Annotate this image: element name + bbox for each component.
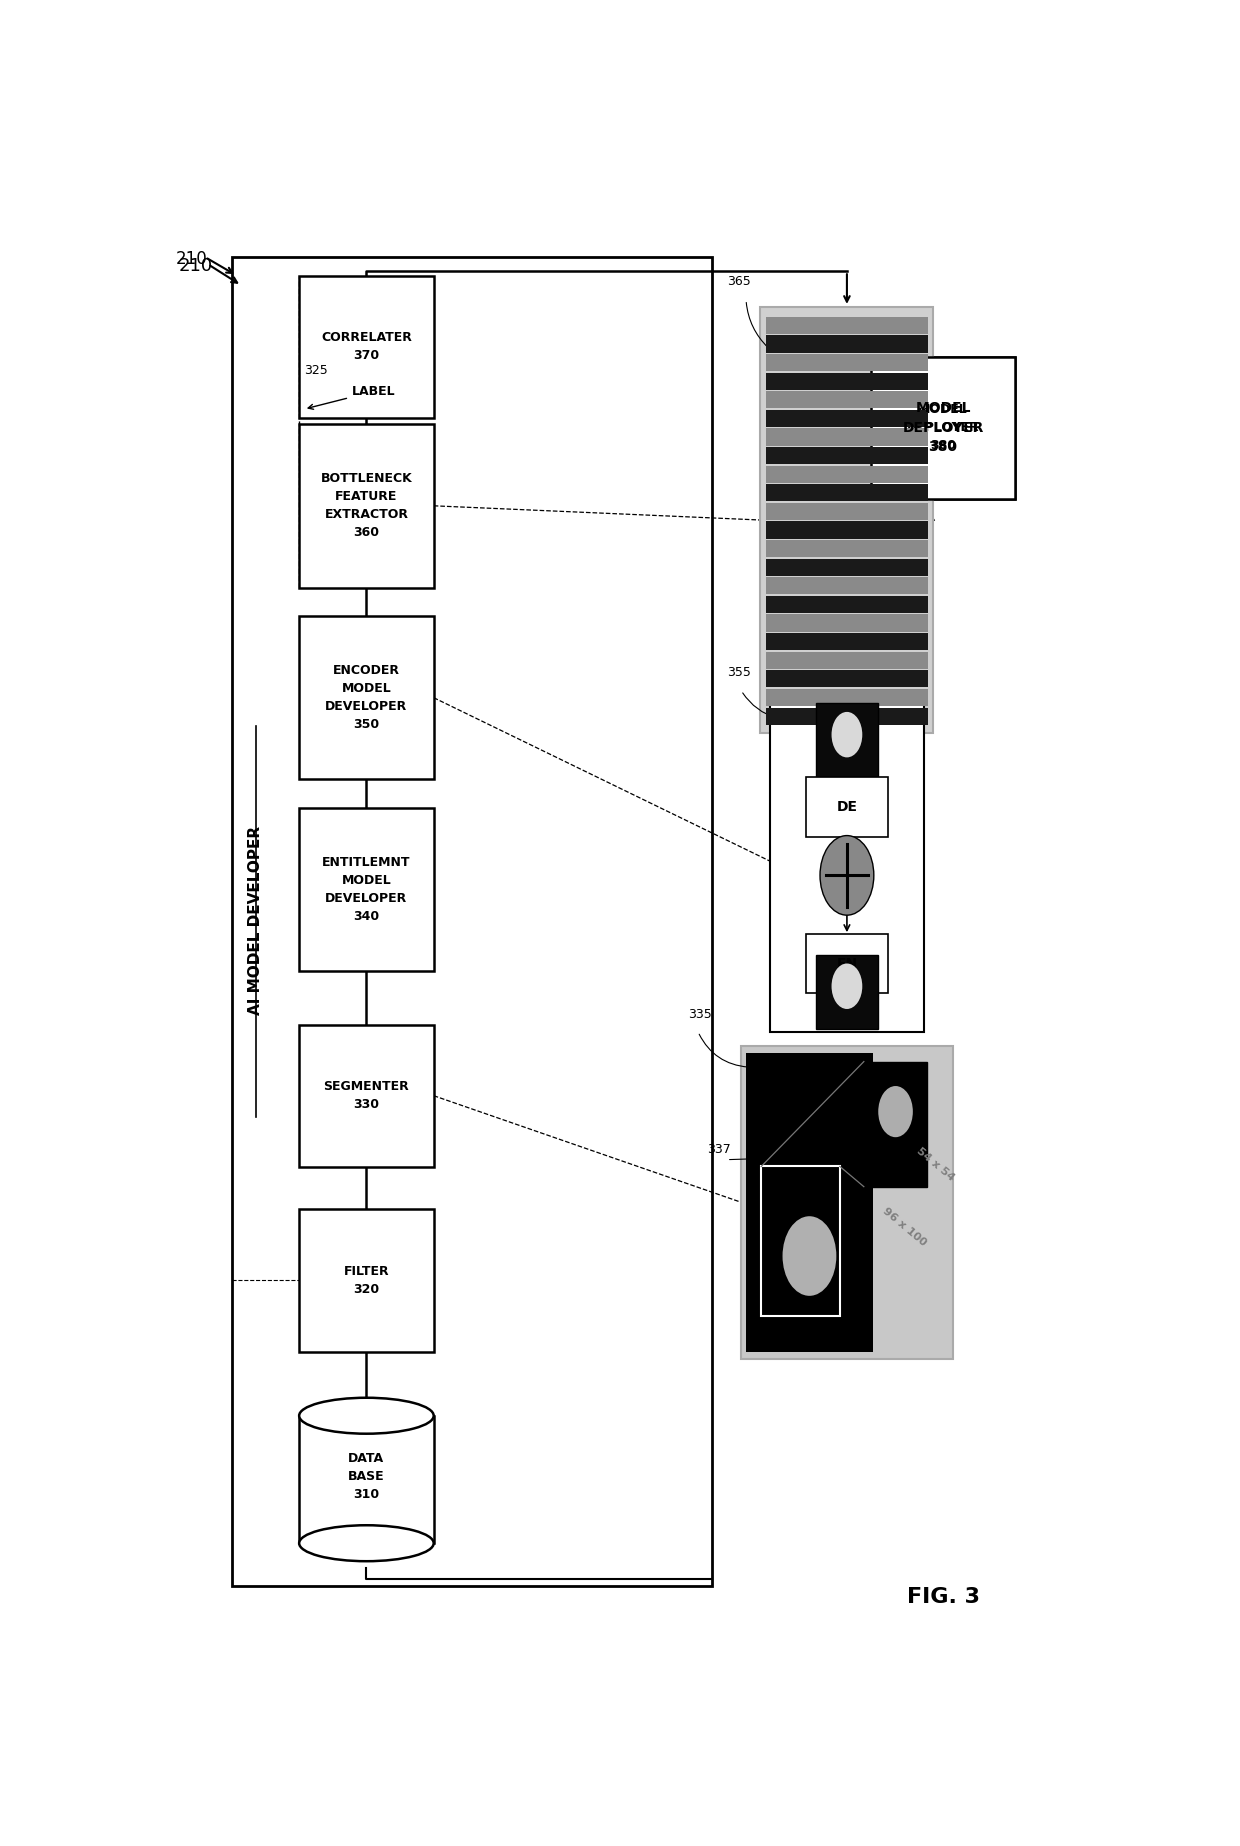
Circle shape	[832, 713, 862, 757]
FancyBboxPatch shape	[299, 617, 434, 779]
FancyBboxPatch shape	[816, 954, 878, 1028]
Text: 96 x 100: 96 x 100	[880, 1205, 928, 1248]
FancyBboxPatch shape	[766, 354, 928, 371]
Text: MODEL
DEPLOYER
380: MODEL DEPLOYER 380	[903, 401, 983, 454]
FancyBboxPatch shape	[299, 809, 434, 971]
FancyBboxPatch shape	[766, 336, 928, 353]
FancyBboxPatch shape	[766, 689, 928, 707]
FancyBboxPatch shape	[766, 484, 928, 502]
Text: EN: EN	[836, 956, 858, 971]
FancyBboxPatch shape	[746, 1052, 873, 1351]
Circle shape	[832, 964, 862, 1010]
Text: 365: 365	[727, 275, 750, 288]
FancyBboxPatch shape	[766, 670, 928, 687]
FancyBboxPatch shape	[870, 356, 1016, 498]
FancyBboxPatch shape	[766, 373, 928, 390]
FancyBboxPatch shape	[766, 521, 928, 539]
FancyBboxPatch shape	[770, 690, 924, 1032]
Text: 335: 335	[688, 1008, 712, 1021]
FancyBboxPatch shape	[766, 465, 928, 484]
Text: DE: DE	[837, 799, 857, 814]
Circle shape	[820, 836, 874, 916]
FancyBboxPatch shape	[864, 1061, 928, 1187]
FancyBboxPatch shape	[766, 541, 928, 557]
FancyBboxPatch shape	[760, 306, 934, 733]
Circle shape	[878, 1085, 913, 1137]
Text: 210: 210	[176, 249, 208, 268]
FancyBboxPatch shape	[766, 410, 928, 426]
Text: 355: 355	[727, 666, 750, 679]
FancyBboxPatch shape	[299, 425, 434, 587]
FancyBboxPatch shape	[766, 502, 928, 521]
Text: ENTITLEMNT
MODEL
DEVELOPER
340: ENTITLEMNT MODEL DEVELOPER 340	[322, 857, 410, 923]
FancyBboxPatch shape	[766, 615, 928, 631]
FancyBboxPatch shape	[766, 318, 928, 334]
FancyBboxPatch shape	[766, 578, 928, 594]
Text: SEGMENTER
330: SEGMENTER 330	[324, 1080, 409, 1111]
Ellipse shape	[299, 1397, 434, 1434]
FancyBboxPatch shape	[299, 1025, 434, 1167]
FancyBboxPatch shape	[766, 596, 928, 613]
FancyBboxPatch shape	[232, 257, 712, 1586]
FancyBboxPatch shape	[766, 428, 928, 445]
FancyBboxPatch shape	[766, 707, 928, 725]
FancyBboxPatch shape	[299, 1416, 434, 1543]
Text: MODEL
DEPLOYER
380: MODEL DEPLOYER 380	[906, 402, 980, 452]
Text: CORRELATER
370: CORRELATER 370	[321, 330, 412, 362]
FancyBboxPatch shape	[766, 652, 928, 668]
Text: 325: 325	[304, 364, 327, 377]
Text: DATA
BASE
310: DATA BASE 310	[348, 1453, 384, 1501]
FancyBboxPatch shape	[766, 559, 928, 576]
Text: 210: 210	[179, 257, 213, 275]
Text: LABEL: LABEL	[309, 386, 396, 410]
FancyBboxPatch shape	[766, 391, 928, 408]
FancyBboxPatch shape	[742, 1047, 952, 1359]
FancyBboxPatch shape	[870, 356, 1016, 498]
Text: 54 x 54: 54 x 54	[915, 1146, 956, 1183]
FancyBboxPatch shape	[806, 934, 888, 993]
FancyBboxPatch shape	[299, 1209, 434, 1351]
Text: ENCODER
MODEL
DEVELOPER
350: ENCODER MODEL DEVELOPER 350	[325, 665, 408, 731]
FancyBboxPatch shape	[806, 777, 888, 836]
Text: BOTTLENECK
FEATURE
EXTRACTOR
360: BOTTLENECK FEATURE EXTRACTOR 360	[321, 473, 412, 539]
Text: FIG. 3: FIG. 3	[906, 1588, 980, 1608]
FancyBboxPatch shape	[766, 633, 928, 650]
Text: AI MODEL DEVELOPER: AI MODEL DEVELOPER	[248, 827, 263, 1015]
Text: FILTER
320: FILTER 320	[343, 1265, 389, 1296]
Text: 337: 337	[708, 1143, 732, 1156]
FancyBboxPatch shape	[299, 275, 434, 417]
FancyBboxPatch shape	[766, 447, 928, 463]
Circle shape	[782, 1217, 836, 1296]
Ellipse shape	[299, 1525, 434, 1562]
FancyBboxPatch shape	[816, 703, 878, 777]
